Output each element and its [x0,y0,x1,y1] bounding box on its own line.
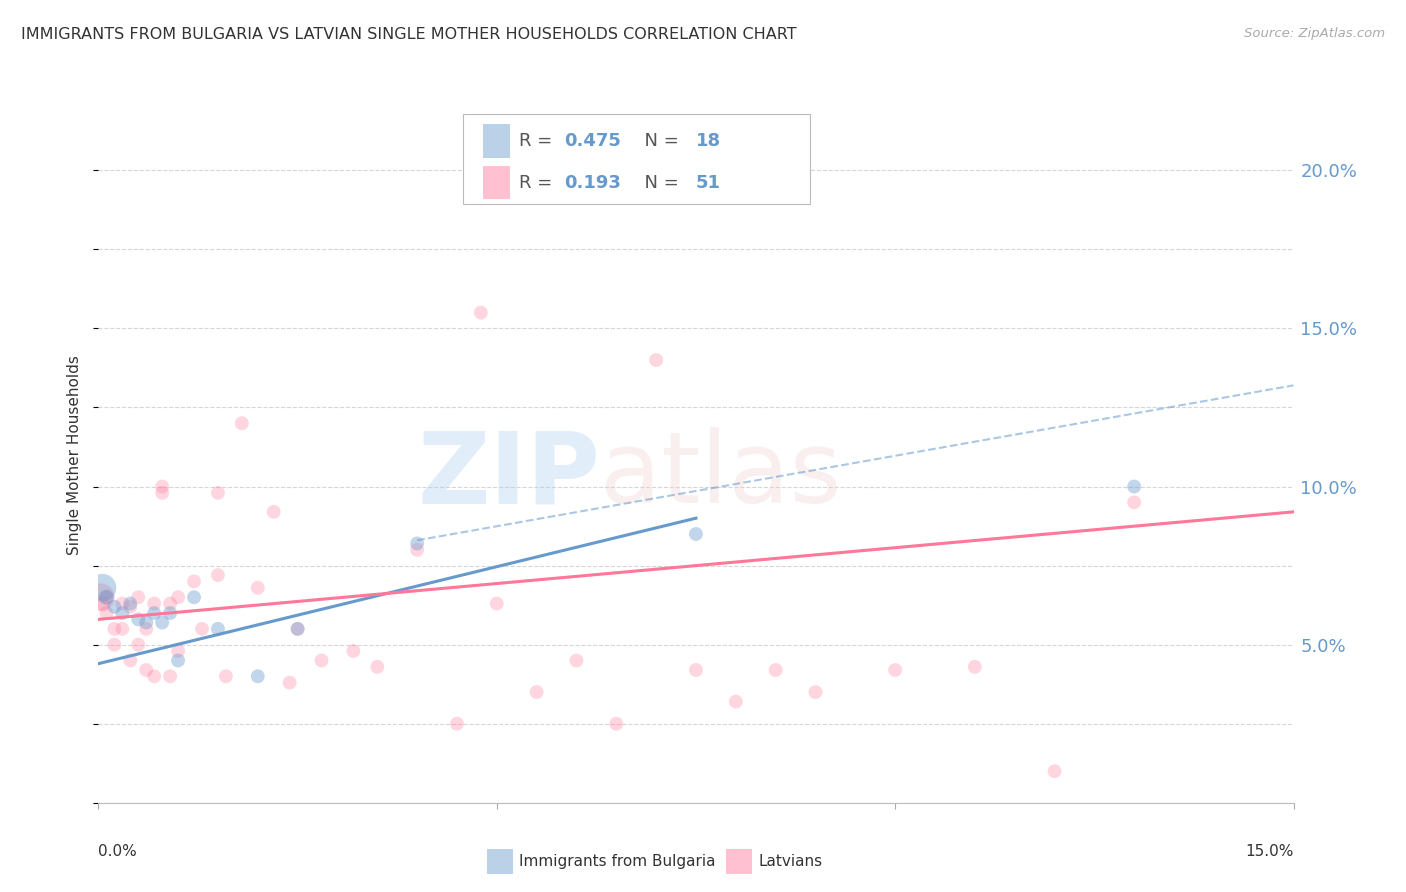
Point [183,591,205,605]
Point [446,716,468,731]
Point [91,581,114,595]
Point [143,606,166,620]
Point [127,638,149,652]
Point [150,479,173,493]
Point [150,615,173,630]
Point [150,486,173,500]
Point [127,591,149,605]
Point [287,622,309,636]
Point [207,568,229,582]
Text: R =: R = [519,132,558,150]
Text: 18: 18 [696,132,721,150]
Point [111,606,134,620]
Point [526,685,548,699]
Point [724,695,747,709]
Point [191,622,214,636]
Point [96,591,118,605]
Point [167,644,190,658]
Point [342,644,364,658]
Point [406,542,429,557]
Text: IMMIGRANTS FROM BULGARIA VS LATVIAN SINGLE MOTHER HOUSEHOLDS CORRELATION CHART: IMMIGRANTS FROM BULGARIA VS LATVIAN SING… [21,27,797,42]
FancyBboxPatch shape [486,849,513,874]
Point [120,653,142,667]
Point [91,597,114,611]
Point [246,669,269,683]
Point [406,536,429,550]
Point [135,622,157,636]
Point [90,591,112,605]
Point [135,615,157,630]
Point [135,663,157,677]
Point [246,581,269,595]
Point [685,663,707,677]
Point [120,599,142,614]
Text: Immigrants from Bulgaria: Immigrants from Bulgaria [519,855,716,870]
Point [645,353,668,368]
Point [103,622,125,636]
Text: 51: 51 [696,174,721,192]
Text: ZIP: ZIP [418,427,600,524]
Point [884,663,907,677]
Point [311,653,333,667]
Point [278,675,301,690]
Point [804,685,827,699]
Text: N =: N = [633,174,685,192]
Point [207,486,229,500]
Text: 0.0%: 0.0% [98,844,138,859]
Y-axis label: Single Mother Households: Single Mother Households [67,355,83,555]
Point [1123,479,1146,493]
Point [127,612,149,626]
Text: Latvians: Latvians [758,855,823,870]
FancyBboxPatch shape [463,114,810,204]
Point [605,716,627,731]
Point [685,527,707,541]
Point [183,574,205,589]
Text: 0.193: 0.193 [565,174,621,192]
FancyBboxPatch shape [725,849,752,874]
Point [1043,764,1066,779]
Point [167,591,190,605]
Point [1123,495,1146,509]
Point [111,597,134,611]
Point [159,669,181,683]
Point [96,591,118,605]
Text: 15.0%: 15.0% [1246,844,1294,859]
Point [765,663,787,677]
Point [263,505,285,519]
Point [103,638,125,652]
Point [143,597,166,611]
Point [485,597,508,611]
Text: Source: ZipAtlas.com: Source: ZipAtlas.com [1244,27,1385,40]
Point [207,622,229,636]
FancyBboxPatch shape [484,124,509,158]
Point [167,653,190,667]
Point [215,669,238,683]
Point [287,622,309,636]
Text: atlas: atlas [600,427,842,524]
Point [159,606,181,620]
Point [143,669,166,683]
Text: N =: N = [633,132,685,150]
Text: 0.475: 0.475 [565,132,621,150]
Point [96,606,118,620]
FancyBboxPatch shape [484,166,509,199]
Point [103,599,125,614]
Point [963,660,986,674]
Point [120,597,142,611]
Point [565,653,588,667]
Point [470,305,492,319]
Text: R =: R = [519,174,558,192]
Point [159,597,181,611]
Point [366,660,388,674]
Point [111,622,134,636]
Point [231,417,253,431]
